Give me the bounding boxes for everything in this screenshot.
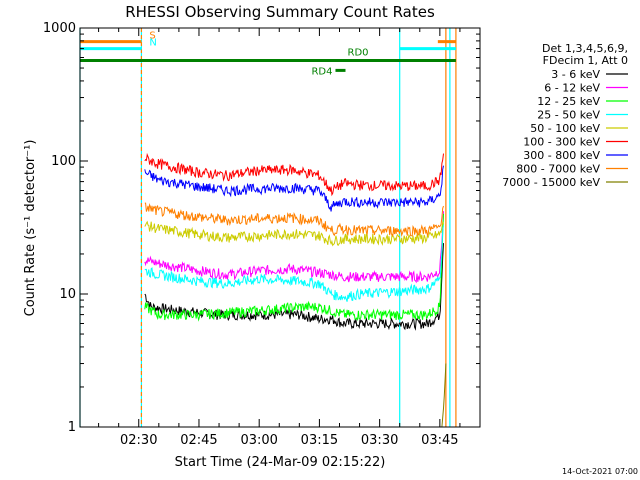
flag-label-rd0: RD0	[348, 47, 369, 58]
legend-title: Det 1,3,4,5,6,9,	[542, 42, 628, 55]
x-tick-label: 03:45	[421, 433, 458, 448]
x-tick-label: 03:00	[240, 433, 277, 448]
flag-label-n: N	[149, 38, 156, 49]
legend-label: 50 - 100 keV	[530, 122, 600, 135]
x-tick-label: 03:30	[361, 433, 398, 448]
legend-label: 6 - 12 keV	[544, 82, 600, 95]
x-tick-label: 02:45	[180, 433, 217, 448]
series-line-7000-15000keV	[441, 363, 447, 428]
chart-title: RHESSI Observing Summary Count Rates	[125, 3, 435, 21]
legend-label: 800 - 7000 keV	[516, 163, 600, 176]
y-axis-label: Count Rate (s⁻¹ detector⁻¹)	[23, 140, 38, 317]
series-line-300-800keV	[144, 165, 444, 212]
y-tick-label: 100	[51, 154, 76, 169]
x-axis-label: Start Time (24-Mar-09 02:15:22)	[175, 455, 386, 470]
y-tick-label: 10	[59, 287, 76, 302]
series-line-100-300keV	[144, 152, 444, 197]
legend-label: 12 - 25 keV	[537, 95, 600, 108]
legend-label: 300 - 800 keV	[523, 149, 600, 162]
footer-date: 14-Oct-2021 07:00	[562, 467, 638, 476]
flag-label-rd4: RD4	[311, 66, 332, 77]
legend-title: FDecim 1, Att 0	[543, 54, 628, 67]
series-line-800-7000keV	[144, 202, 444, 238]
x-tick-label: 03:15	[301, 433, 338, 448]
legend: Det 1,3,4,5,6,9,FDecim 1, Att 03 - 6 keV…	[502, 42, 628, 189]
series-line-6-12keV	[144, 211, 444, 284]
series-line-12-25keV	[144, 213, 444, 322]
plot-frame	[79, 27, 481, 428]
legend-label: 3 - 6 keV	[551, 68, 600, 81]
series-line-25-50keV	[144, 225, 444, 302]
plot-area: SN RD0 RD4 1 10 100 1000 02:30 02:45 03:00 03:15 03…	[43, 21, 481, 448]
y-tick-label: 1000	[43, 21, 76, 36]
legend-label: 25 - 50 keV	[537, 109, 600, 122]
legend-label: 100 - 300 keV	[523, 136, 600, 149]
series-line-50-100keV	[144, 220, 444, 247]
x-tick-label: 02:30	[120, 433, 157, 448]
y-tick-label: 1	[68, 420, 76, 435]
legend-label: 7000 - 15000 keV	[502, 176, 600, 189]
flag-label-s: S	[149, 31, 155, 42]
